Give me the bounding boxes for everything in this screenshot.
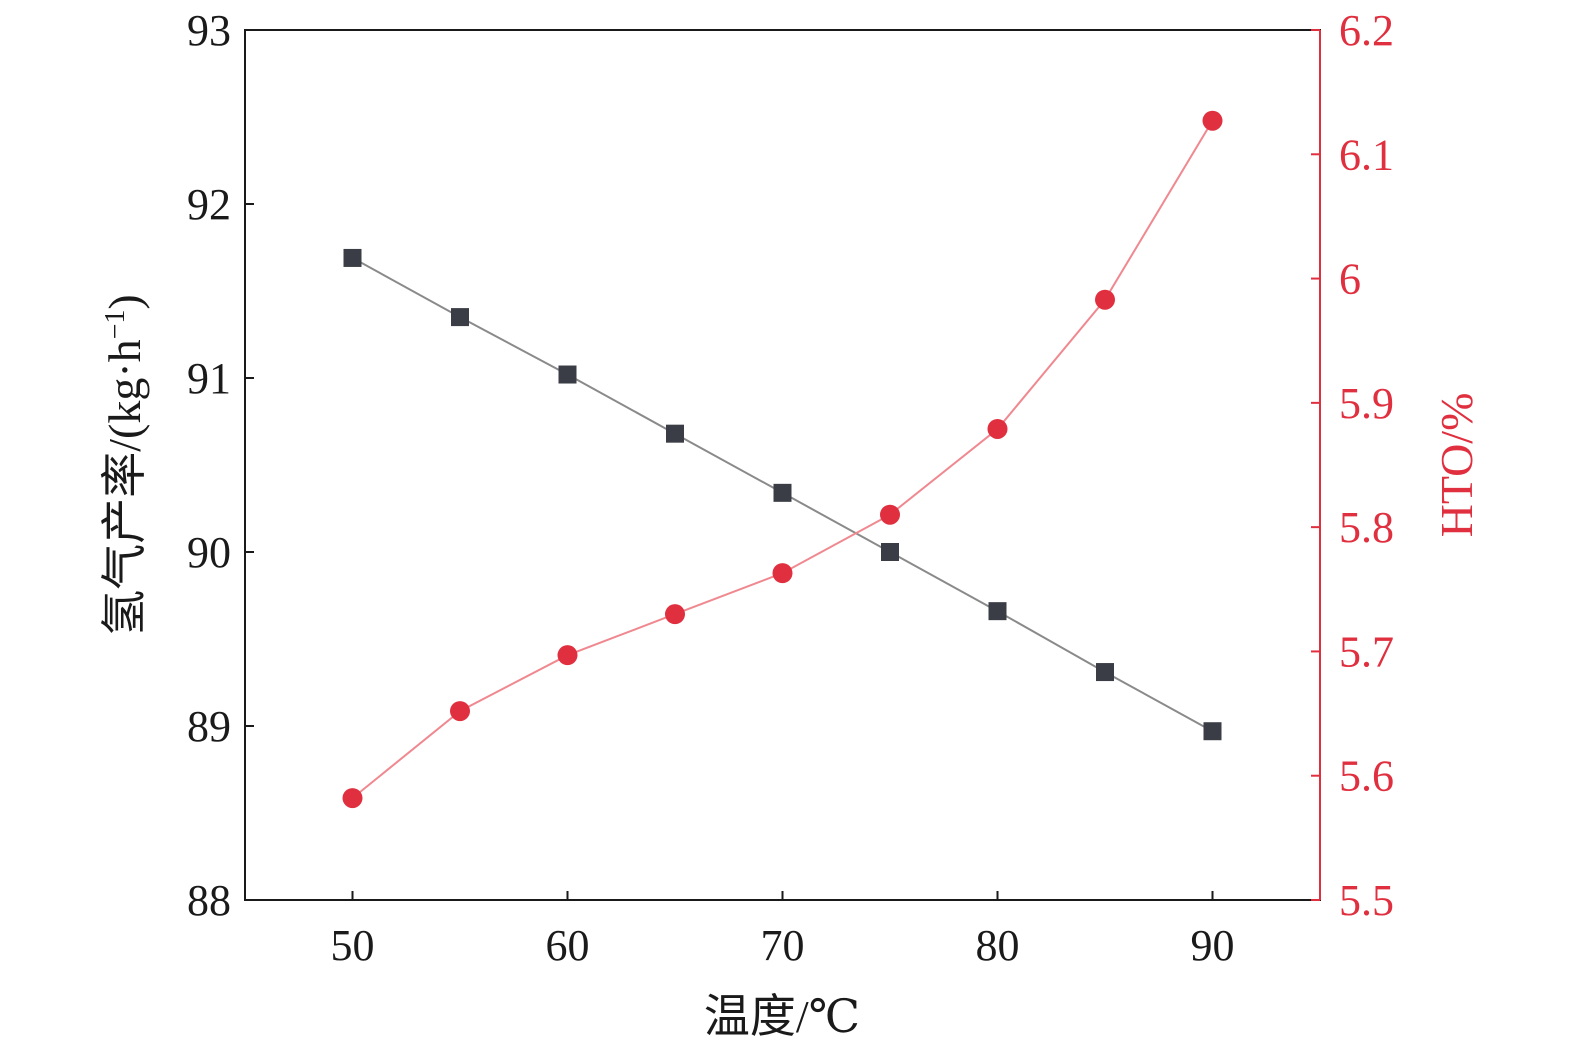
left-y-tick-label: 91 [187, 354, 231, 403]
right-y-tick-label: 6.2 [1339, 6, 1394, 55]
x-tick-label: 90 [1191, 921, 1235, 970]
left-y-axis: 88 89 90 91 92 93 [187, 6, 254, 925]
x-axis: 50 60 70 80 90 [331, 891, 1235, 970]
right-y-tick-label: 5.7 [1339, 627, 1394, 676]
hto-point [880, 504, 900, 525]
hto-point [450, 701, 470, 722]
left-y-tick-label: 93 [187, 6, 231, 55]
hydrogen-yield-point [343, 248, 362, 267]
left-y-tick-label: 88 [187, 876, 231, 925]
hydrogen-yield-point [988, 602, 1007, 621]
x-tick-label: 60 [546, 921, 590, 970]
left-y-axis-title-end: ) [99, 294, 150, 309]
series-hydrogen-yield [343, 248, 1222, 741]
hydrogen-yield-point [451, 308, 469, 327]
hydrogen-yield-point [666, 424, 684, 443]
x-axis-title: 温度/℃ [704, 991, 860, 1042]
right-y-tick-label: 6.1 [1339, 130, 1394, 179]
left-y-axis-title-main: 氢气产率/(kg·h [99, 339, 150, 635]
left-y-axis-title: 氢气产率/(kg·h−1) [99, 294, 150, 636]
series-hto [342, 110, 1223, 809]
plot-frame [244, 29, 1321, 901]
hydrogen-yield-point [773, 483, 792, 502]
hydrogen-yield-point [881, 543, 899, 561]
left-y-tick-label: 89 [187, 702, 231, 751]
right-y-axis: 5.5 5.6 5.7 5.8 5.9 6 6.1 6.2 [1311, 6, 1394, 925]
hto-line [351, 120, 1214, 799]
x-tick-label: 50 [331, 921, 375, 970]
hto-point [772, 563, 793, 584]
hto-point [1202, 110, 1223, 131]
hto-point [987, 418, 1008, 439]
hto-point [1095, 289, 1115, 310]
x-tick-label: 70 [761, 921, 805, 970]
hydrogen-yield-point [1096, 663, 1114, 682]
left-y-axis-title-superscript: −1 [100, 310, 131, 340]
right-y-tick-label: 5.8 [1339, 503, 1394, 552]
right-y-tick-label: 5.5 [1339, 876, 1394, 925]
hydrogen-yield-point [558, 365, 577, 384]
left-y-tick-label: 90 [187, 528, 231, 577]
right-y-tick-label: 5.6 [1339, 752, 1394, 801]
right-y-tick-label: 6 [1339, 255, 1361, 304]
hto-point [342, 788, 363, 809]
x-tick-label: 80 [976, 921, 1020, 970]
right-y-axis-title: HTO/% [1431, 393, 1482, 538]
hto-point [557, 645, 578, 666]
right-y-tick-label: 5.9 [1339, 379, 1394, 428]
hydrogen-yield-point [1203, 722, 1222, 741]
left-y-tick-label: 92 [187, 180, 231, 229]
hto-point [665, 604, 685, 625]
